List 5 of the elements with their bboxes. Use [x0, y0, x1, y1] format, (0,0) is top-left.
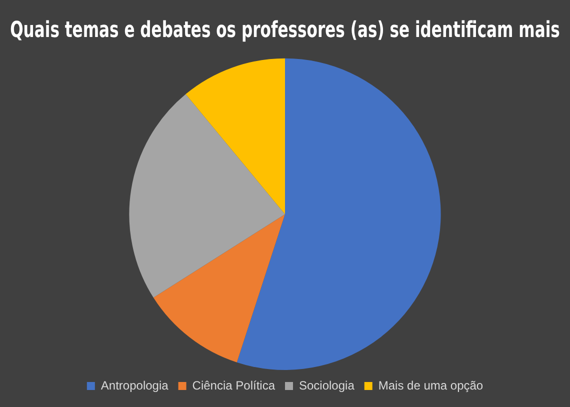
legend-label: Mais de uma opção: [378, 378, 484, 392]
chart-title: Quais temas e debates os professores (as) se identificam mais: [10, 17, 560, 43]
legend-label: Antropologia: [100, 378, 169, 392]
legend-label: Sociologia: [298, 378, 355, 392]
legend-label: Ciência Política: [192, 378, 276, 392]
